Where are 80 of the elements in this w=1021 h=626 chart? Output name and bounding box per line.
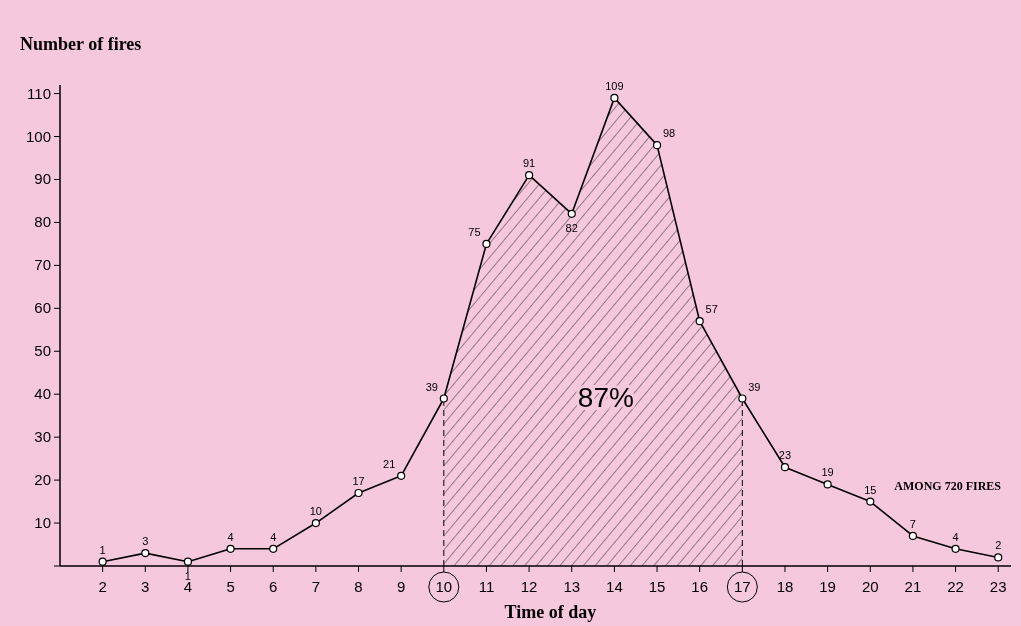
y-tick-label: 10 <box>34 514 51 532</box>
x-tick-label: 13 <box>563 578 581 595</box>
x-tick-label: 16 <box>691 578 709 595</box>
point <box>780 463 790 472</box>
x-tick-label: 8 <box>354 578 363 595</box>
point <box>439 394 448 403</box>
data-label: 98 <box>662 127 676 140</box>
point <box>183 557 193 566</box>
x-tick-label: 18 <box>776 578 794 595</box>
x-tick-label: 9 <box>396 578 406 595</box>
point <box>866 497 875 506</box>
point <box>141 549 150 558</box>
data-label: 2 <box>995 539 1002 552</box>
x-tick-label: 7 <box>311 578 321 595</box>
x-tick-label: 15 <box>648 578 666 595</box>
x-tick-label: 17 <box>733 578 751 595</box>
point <box>695 317 704 326</box>
point <box>397 471 406 480</box>
x-tick-label: 11 <box>478 578 495 595</box>
point <box>652 141 662 150</box>
data-label: 57 <box>705 303 718 316</box>
y-tick-label: 30 <box>34 428 51 446</box>
x-tick-label: 23 <box>989 578 1007 595</box>
x-tick-label: 3 <box>141 578 150 595</box>
point <box>311 518 320 528</box>
y-tick-label: 80 <box>34 213 51 231</box>
data-label: 3 <box>142 535 149 548</box>
y-tick-label: 40 <box>34 385 51 403</box>
x-tick-label: 22 <box>947 578 964 595</box>
y-axis-title: Number of fires <box>20 34 142 54</box>
x-tick-label: 20 <box>861 578 879 595</box>
x-tick-label: 10 <box>435 578 453 595</box>
y-tick-label: 20 <box>34 471 51 489</box>
point <box>994 553 1003 562</box>
point <box>908 531 918 541</box>
point <box>823 480 832 489</box>
x-tick-label: 5 <box>226 578 235 595</box>
x-tick-label: 2 <box>98 578 107 595</box>
y-tick-label: 70 <box>34 256 51 274</box>
point <box>269 544 278 553</box>
data-label: 91 <box>522 157 536 170</box>
data-label: 4 <box>227 530 234 543</box>
data-label: 4 <box>952 530 959 543</box>
data-label: 15 <box>864 483 877 496</box>
x-tick-label: 19 <box>819 578 836 595</box>
x-axis-title: Time of day <box>504 602 597 622</box>
x-tick-label: 6 <box>269 578 278 595</box>
point <box>482 239 491 248</box>
data-label: 1 <box>99 543 106 556</box>
data-label: 39 <box>748 380 761 393</box>
y-tick-label: 60 <box>34 299 51 317</box>
data-label: 109 <box>605 79 624 92</box>
data-label: 7 <box>909 517 916 530</box>
data-label: 19 <box>821 466 834 479</box>
annotation: AMONG 720 FIRES <box>894 479 1002 494</box>
point <box>610 93 619 102</box>
data-label: 82 <box>565 221 578 234</box>
y-tick-label: 110 <box>27 84 51 102</box>
y-tick-label: 90 <box>34 170 51 188</box>
point <box>354 488 363 498</box>
point <box>98 557 107 566</box>
data-label: 21 <box>383 457 396 470</box>
y-tick-label: 50 <box>34 342 51 360</box>
annotation: 87% <box>577 382 634 414</box>
point <box>951 544 960 553</box>
data-label: 1 <box>184 569 191 582</box>
data-label: 39 <box>425 380 438 393</box>
point <box>738 394 747 403</box>
point <box>525 171 534 180</box>
data-label: 4 <box>270 530 277 543</box>
y-tick-label: 100 <box>25 127 51 145</box>
data-label: 23 <box>778 449 792 462</box>
point <box>226 544 235 553</box>
x-tick-label: 12 <box>520 578 538 595</box>
data-label: 10 <box>309 505 322 518</box>
x-tick-label: 14 <box>606 578 623 595</box>
point <box>567 209 576 218</box>
data-label: 75 <box>468 225 481 238</box>
data-label: 17 <box>352 474 365 487</box>
x-tick-label: 21 <box>904 578 922 595</box>
